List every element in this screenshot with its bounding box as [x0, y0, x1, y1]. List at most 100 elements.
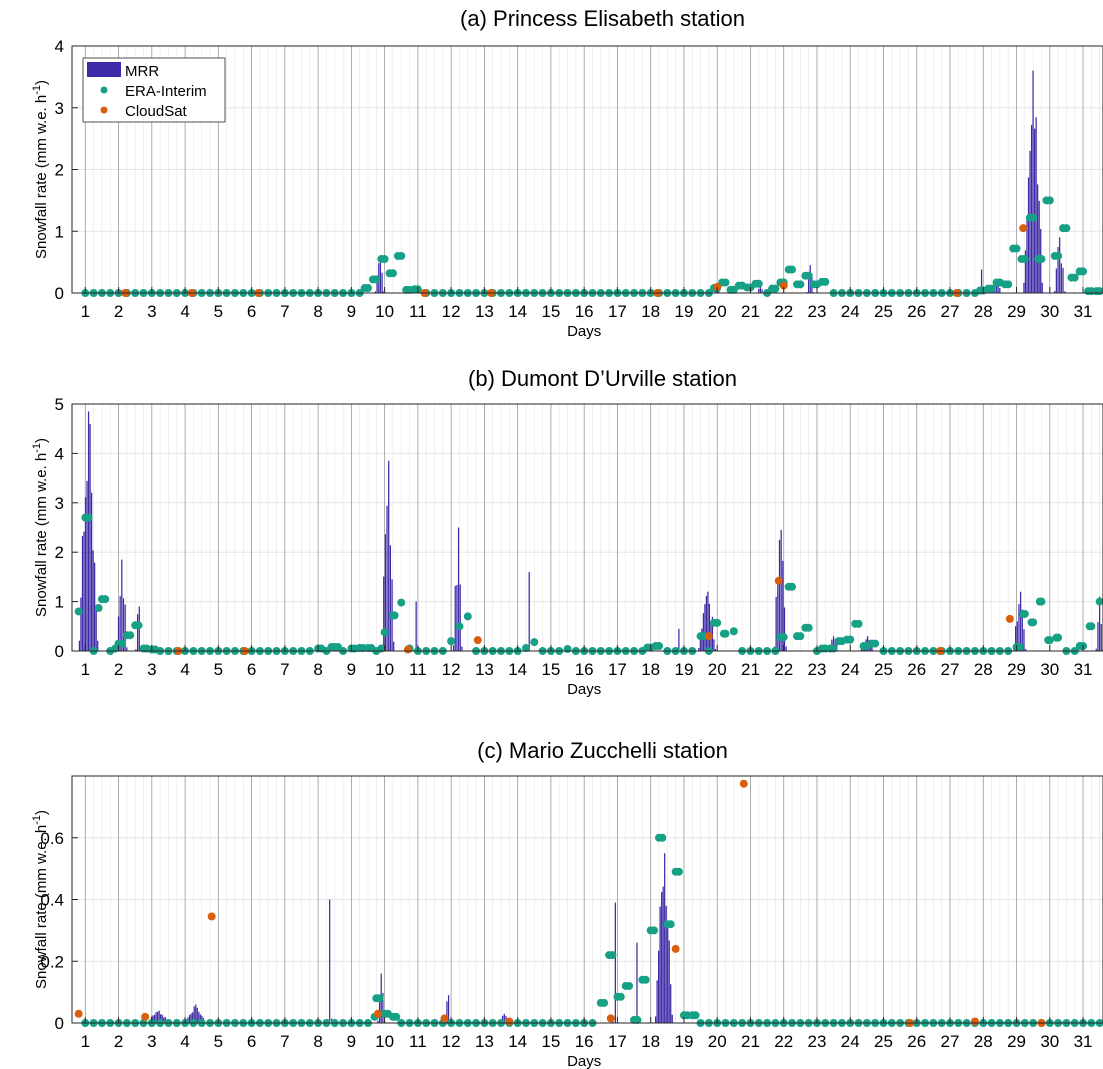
mrr-bar: [654, 1016, 657, 1023]
mrr-bar: [1060, 263, 1062, 293]
x-tick-label: 28: [974, 660, 993, 679]
era-interim-point: [383, 1009, 392, 1018]
era-interim-point: [334, 643, 343, 652]
era-interim-point: [809, 280, 818, 289]
mrr-bar: [1032, 70, 1034, 293]
x-tick-label: 31: [1074, 1032, 1093, 1051]
era-interim-point: [801, 623, 810, 632]
mrr-bar: [164, 1016, 166, 1023]
era-interim-point: [1067, 273, 1076, 282]
x-axis-label: Days: [567, 681, 601, 698]
y-tick-label: 4: [55, 37, 64, 56]
era-interim-point: [768, 284, 777, 293]
mrr-bar: [136, 614, 139, 651]
mrr-bar: [1037, 184, 1039, 293]
mrr-bar: [780, 529, 782, 651]
mrr-bar: [1024, 648, 1027, 651]
mrr-bar: [1019, 591, 1022, 651]
mrr-bar: [161, 1014, 163, 1023]
mrr-bar: [1018, 604, 1020, 651]
mrr-bar: [658, 950, 660, 1023]
x-axis-label: Days: [567, 1053, 601, 1069]
era-interim-point: [674, 867, 683, 876]
mrr-bar: [1057, 247, 1059, 293]
cloudsat-point: [74, 1009, 83, 1018]
era-interim-point: [327, 643, 336, 652]
x-tick-label: 8: [313, 302, 322, 321]
x-tick-label: 5: [214, 302, 223, 321]
legend-cloudsat-swatch: [100, 106, 108, 114]
era-interim-point: [784, 265, 793, 274]
x-tick-label: 31: [1074, 660, 1093, 679]
era-interim-point: [719, 629, 728, 638]
x-tick-label: 13: [475, 660, 494, 679]
mrr-bar: [670, 984, 672, 1023]
era-interim-point: [1052, 633, 1061, 642]
mrr-bar: [1030, 125, 1033, 293]
era-interim-point: [367, 644, 376, 653]
mrr-bar: [119, 596, 121, 651]
mrr-bar: [192, 1012, 194, 1023]
era-interim-point: [402, 285, 411, 294]
x-tick-label: 11: [409, 1032, 427, 1051]
mrr-bar: [999, 287, 1001, 293]
mrr-bar: [89, 423, 91, 651]
mrr-bar: [678, 628, 680, 651]
x-tick-label: 4: [180, 660, 189, 679]
mrr-bar: [158, 1010, 160, 1023]
x-tick-label: 17: [608, 1032, 627, 1051]
era-interim-point: [410, 285, 419, 294]
x-tick-label: 27: [941, 302, 960, 321]
mrr-bar: [702, 613, 705, 651]
mrr-bar: [713, 639, 715, 651]
x-tick-label: 9: [347, 660, 356, 679]
era-interim-point: [1075, 642, 1084, 651]
mrr-bar: [456, 585, 458, 651]
mrr-bar: [329, 899, 331, 1023]
mrr-bar: [711, 616, 714, 651]
x-tick-label: 8: [313, 660, 322, 679]
mrr-bar: [503, 1013, 505, 1023]
mrr-bar: [698, 648, 700, 651]
cloudsat-point: [373, 1009, 382, 1018]
mrr-bar: [124, 604, 126, 651]
mrr-bar: [190, 1013, 192, 1023]
mrr-bar: [389, 545, 392, 651]
era-interim-point: [1027, 618, 1036, 627]
mrr-bar: [758, 288, 760, 293]
mrr-bar: [92, 550, 94, 651]
x-tick-label: 2: [114, 660, 123, 679]
mrr-bar: [198, 1011, 200, 1023]
mrr-bar: [97, 640, 99, 651]
era-interim-point: [151, 645, 160, 654]
mrr-bar: [135, 649, 137, 651]
x-tick-label: 20: [708, 660, 727, 679]
mrr-bar: [415, 601, 417, 651]
x-tick-label: 13: [475, 302, 494, 321]
cloudsat-point: [970, 1017, 979, 1026]
era-interim-point: [633, 1015, 642, 1024]
mrr-bar: [386, 505, 388, 651]
mrr-bar: [95, 606, 97, 651]
mrr-bar: [377, 1020, 379, 1023]
era-interim-point: [393, 251, 402, 260]
mrr-bar: [187, 1017, 189, 1023]
x-tick-label: 22: [774, 660, 793, 679]
chart-title: (c) Mario Zucchelli station: [477, 738, 728, 763]
mrr-bar: [659, 906, 661, 1023]
x-tick-label: 6: [247, 1032, 256, 1051]
era-interim-point: [984, 284, 993, 293]
y-tick-label: 0: [55, 642, 64, 661]
mrr-bar: [777, 582, 779, 651]
mrr-bar: [995, 280, 998, 293]
x-tick-label: 28: [974, 1032, 993, 1051]
era-interim-point: [134, 621, 143, 630]
era-interim-point: [801, 271, 810, 280]
mrr-bar: [782, 560, 784, 651]
x-tick-label: 9: [347, 302, 356, 321]
mrr-bar: [122, 598, 125, 651]
mrr-bar: [1062, 267, 1064, 293]
era-interim-point: [390, 611, 399, 620]
x-tick-label: 7: [280, 660, 289, 679]
x-tick-label: 25: [874, 1032, 893, 1051]
